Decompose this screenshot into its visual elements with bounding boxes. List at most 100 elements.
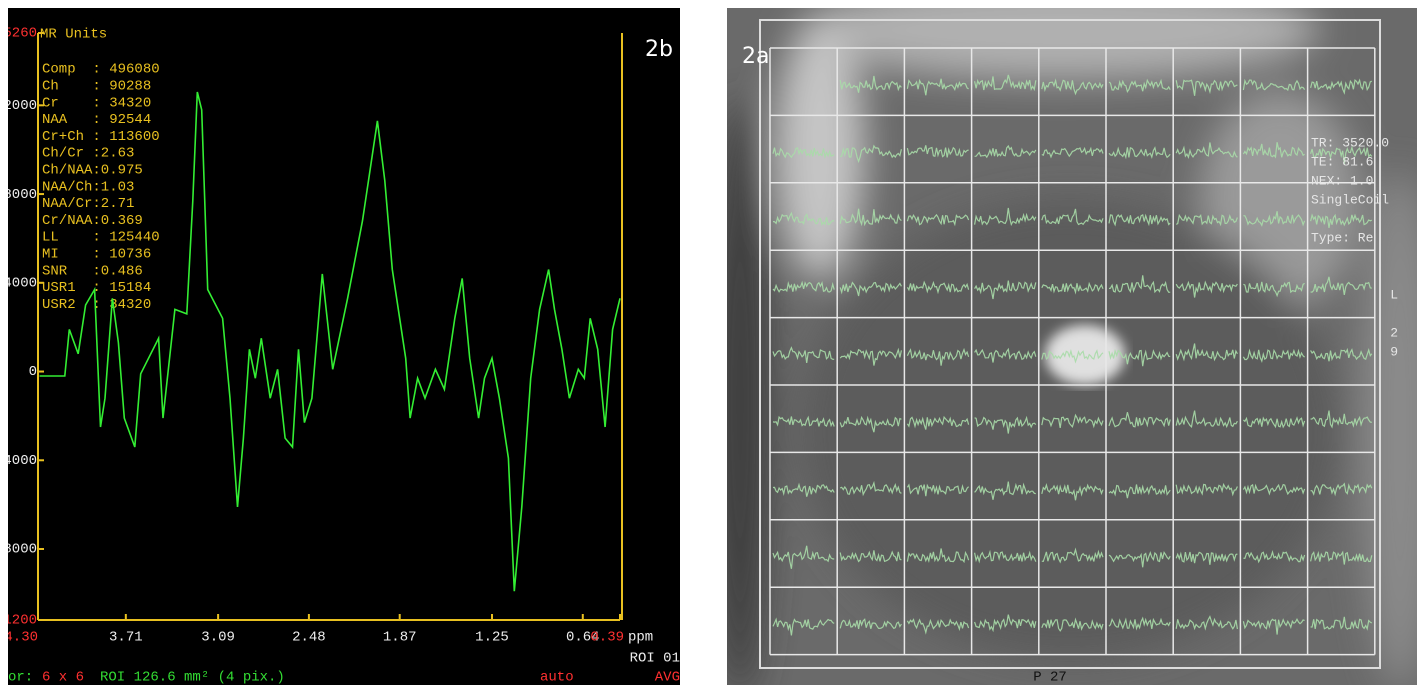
x-tick-label: 1.87	[383, 630, 417, 646]
panel-label: 2a	[742, 44, 769, 69]
voxel-spectrum	[1041, 547, 1104, 564]
voxel-spectrum	[1041, 281, 1104, 295]
x-unit: ppm	[628, 630, 653, 646]
voxel-spectrum	[839, 618, 902, 630]
bright-spot	[1045, 325, 1125, 385]
voxel-spectrum	[1108, 146, 1171, 160]
voxel-spectrum	[1242, 142, 1305, 159]
x-tick-label: 4.30	[4, 630, 38, 646]
status-scale: auto	[540, 670, 574, 685]
voxel-spectrum	[839, 347, 902, 366]
y-tick-label: 8000	[3, 542, 37, 558]
x-tick-label: 0.64	[566, 630, 600, 646]
side-mark: L	[1390, 287, 1398, 302]
voxel-spectrum	[1175, 410, 1238, 429]
voxel-spectrum	[772, 617, 835, 636]
voxel-spectrum	[839, 480, 902, 497]
voxel-spectrum	[772, 280, 835, 293]
voxel-spectrum	[906, 213, 970, 227]
voxel-spectrum	[1243, 416, 1306, 429]
voxel-spectrum	[1310, 550, 1373, 565]
voxel-spectrum	[906, 415, 970, 430]
metric: NAA : 92544	[42, 112, 151, 128]
voxel-spectrum	[1243, 549, 1306, 564]
voxel-spectrum	[1041, 482, 1104, 501]
voxel-spectrum	[772, 147, 835, 160]
voxel-spectrum	[1175, 615, 1238, 631]
status-roi: ROI 126.6 mm² (4 pix.)	[100, 670, 285, 685]
y-tick-label: 8000	[3, 187, 37, 203]
voxel-spectrum	[906, 483, 970, 497]
voxel-spectrum	[772, 545, 835, 569]
scan-param: NEX: 1.0	[1311, 173, 1373, 188]
metric: MI : 10736	[42, 247, 151, 263]
voxel-spectrum	[1175, 551, 1238, 565]
voxel-spectrum	[839, 415, 902, 433]
scan-param: Type: Re	[1311, 230, 1373, 245]
voxel-spectrum	[1310, 410, 1372, 429]
roi-id: ROI 01	[630, 651, 680, 667]
voxel-spectrum	[974, 549, 1037, 564]
voxel-spectrum	[974, 614, 1037, 633]
metric: Cr : 34320	[42, 95, 151, 111]
voxel-spectrum	[772, 211, 835, 227]
y-tick-label: 0	[29, 364, 37, 380]
voxel-spectrum	[974, 481, 1036, 500]
voxel-spectrum	[906, 618, 970, 635]
voxel-spectrum	[1310, 78, 1373, 95]
voxel-spectrum	[974, 74, 1037, 92]
metric: SNR :0.486	[42, 263, 143, 279]
voxel-spectrum	[1108, 412, 1171, 428]
metric: Ch/Cr :2.63	[42, 146, 134, 162]
x-tick-label: 1.25	[475, 630, 509, 646]
side-mark: 9	[1390, 344, 1398, 359]
grid-panel: 2a P 27 TR: 3520.0 TE: 81.6 NEX: 1.0 Single…	[727, 8, 1417, 685]
voxel-spectrum	[1310, 276, 1372, 296]
outer-frame	[759, 19, 1381, 669]
voxel-spectrum	[1108, 78, 1171, 93]
voxel-spectrum	[1310, 213, 1373, 228]
voxel-spectrum	[840, 144, 902, 164]
voxel-spectrum	[906, 78, 969, 96]
voxel-spectrum	[1175, 142, 1238, 160]
voxel-spectrum	[1041, 348, 1104, 364]
x-tick-label: 3.71	[109, 630, 143, 646]
y-tick-label: 4000	[3, 453, 37, 469]
x-tick-label: 0.39	[590, 630, 624, 646]
panel-bg	[8, 8, 680, 685]
voxel-spectrum	[1108, 275, 1171, 294]
voxel-spectrum	[906, 347, 970, 366]
voxel-spectrum	[1041, 617, 1104, 632]
y-unit: MR Units	[40, 27, 107, 43]
y-tick-label: 2000	[3, 98, 37, 114]
voxel-spectrum	[1041, 208, 1104, 226]
voxel-spectrum	[1243, 211, 1306, 227]
scan-param: TR: 3520.0	[1311, 135, 1389, 150]
voxel-spectrum	[1108, 348, 1171, 367]
metric: Ch : 90288	[42, 79, 151, 95]
voxel-spectrum	[1242, 78, 1306, 92]
metric: Cr+Ch : 113600	[42, 129, 160, 145]
voxel-spectrum	[839, 550, 902, 563]
voxel-spectrum	[1108, 484, 1171, 499]
voxel-spectrum	[772, 346, 835, 363]
voxel-spectrum	[1175, 79, 1238, 96]
y-tick-label: 1200	[3, 613, 37, 629]
x-tick-label: 2.48	[292, 630, 326, 646]
y-tick-label: 5260	[3, 26, 37, 42]
voxel-spectrum	[906, 548, 970, 564]
y-tick-label: 4000	[3, 275, 37, 291]
voxel-spectrum	[1108, 616, 1171, 631]
voxel-spectrum	[839, 281, 902, 297]
voxel-spectrum	[1175, 213, 1238, 227]
voxel-spectrum	[1310, 616, 1373, 631]
voxel-spectrum	[1041, 413, 1104, 429]
voxel-spectrum	[1041, 78, 1104, 96]
voxel-spectrum	[1243, 281, 1305, 298]
status-matrix: 6 x 6	[42, 670, 84, 685]
voxel-spectrum	[1310, 145, 1373, 165]
scan-param: SingleCoil	[1311, 192, 1389, 207]
voxel-spectrum	[906, 280, 970, 295]
voxel-spectrum	[1175, 280, 1238, 298]
